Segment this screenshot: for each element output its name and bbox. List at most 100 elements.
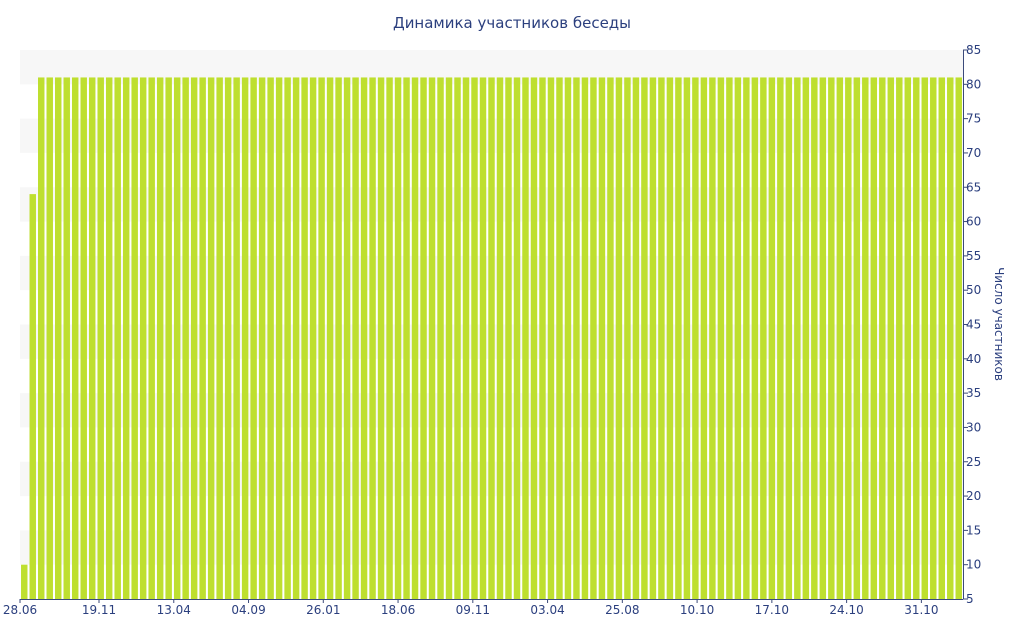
bar[interactable] [105,77,113,599]
bar[interactable] [853,77,861,599]
bar[interactable] [284,77,291,599]
bar[interactable] [802,77,810,599]
bar[interactable] [955,77,962,599]
bar[interactable] [836,77,844,599]
bar[interactable] [845,77,852,599]
bar[interactable] [122,77,130,599]
bar[interactable] [71,77,79,599]
bar[interactable] [131,77,138,599]
bar[interactable] [377,77,385,599]
bar[interactable] [641,77,648,599]
bar[interactable] [29,194,36,600]
bar[interactable] [539,77,546,599]
bar[interactable] [913,77,920,599]
bar[interactable] [607,77,614,599]
bar[interactable] [734,77,742,599]
bar[interactable] [709,77,716,599]
bar[interactable] [437,77,444,599]
bar[interactable] [258,77,266,599]
bar[interactable] [360,77,368,599]
bar[interactable] [700,77,708,599]
bar[interactable] [819,77,827,599]
bar[interactable] [717,77,725,599]
bar[interactable] [386,77,393,599]
bar[interactable] [343,77,351,599]
bar[interactable] [88,77,96,599]
bar[interactable] [182,77,189,599]
bar[interactable] [301,77,308,599]
bar[interactable] [573,77,580,599]
bar[interactable] [428,77,436,599]
bar[interactable] [794,77,801,599]
bar[interactable] [156,77,164,599]
bar[interactable] [658,77,665,599]
bar[interactable] [114,77,121,599]
bar[interactable] [488,77,495,599]
bar[interactable] [38,77,45,599]
bar[interactable] [63,77,70,599]
bar[interactable] [564,77,572,599]
bar[interactable] [930,77,937,599]
bar[interactable] [615,77,623,599]
bar[interactable] [896,77,903,599]
bar[interactable] [394,77,402,599]
bar[interactable] [743,77,750,599]
bar[interactable] [590,77,597,599]
bar[interactable] [445,77,453,599]
bar[interactable] [496,77,504,599]
bar[interactable] [751,77,759,599]
bar[interactable] [352,77,359,599]
bar[interactable] [938,77,945,599]
bar[interactable] [148,77,155,599]
bar[interactable] [692,77,699,599]
bar[interactable] [241,77,249,599]
bar[interactable] [292,77,300,599]
bar[interactable] [547,77,555,599]
bar[interactable] [411,77,419,599]
bar[interactable] [760,77,767,599]
bar[interactable] [369,77,376,599]
bar[interactable] [556,77,563,599]
bar[interactable] [190,77,198,599]
bar[interactable] [505,77,512,599]
bar[interactable] [335,77,342,599]
bar[interactable] [811,77,818,599]
bar[interactable] [675,77,682,599]
bar[interactable] [224,77,232,599]
bar[interactable] [309,77,317,599]
bar[interactable] [785,77,793,599]
bar[interactable] [522,77,529,599]
bar[interactable] [462,77,470,599]
bar[interactable] [216,77,223,599]
bar[interactable] [420,77,427,599]
bar[interactable] [267,77,274,599]
bar[interactable] [666,77,674,599]
bar[interactable] [454,77,461,599]
bar[interactable] [947,77,954,599]
bar[interactable] [403,77,410,599]
bar[interactable] [479,77,487,599]
bar[interactable] [165,77,172,599]
bar[interactable] [862,77,869,599]
bar[interactable] [173,77,181,599]
bar[interactable] [21,564,28,599]
bar[interactable] [632,77,640,599]
bar[interactable] [139,77,147,599]
bar[interactable] [624,77,631,599]
bar[interactable] [649,77,657,599]
bar[interactable] [207,77,215,599]
bar[interactable] [326,77,334,599]
bar[interactable] [828,77,835,599]
bar[interactable] [870,77,878,599]
bar[interactable] [513,77,521,599]
bar[interactable] [199,77,206,599]
bar[interactable] [80,77,87,599]
bar[interactable] [55,77,62,599]
bar[interactable] [726,77,733,599]
bar[interactable] [530,77,538,599]
bar[interactable] [921,77,928,599]
bar[interactable] [471,77,478,599]
bar[interactable] [46,77,53,599]
bar[interactable] [683,77,691,599]
bar[interactable] [97,77,104,599]
